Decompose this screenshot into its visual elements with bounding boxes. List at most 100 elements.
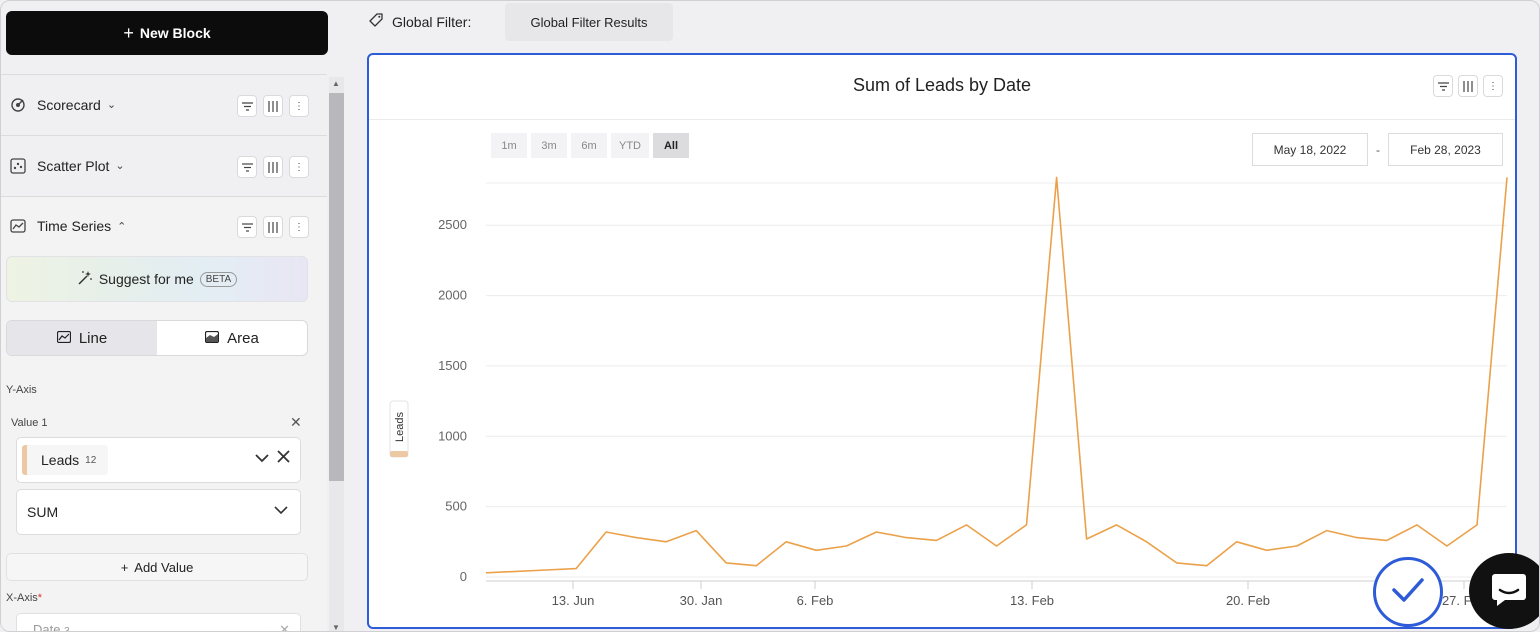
range-ytd-button[interactable]: YTD <box>611 133 649 158</box>
chevron-down-icon <box>274 502 288 518</box>
line-chart: 0 500 1000 1500 2000 2500 13. Jun 30. Jan 6. Feb… <box>389 176 1508 608</box>
sidebar: + New Block ▲ ▼ Scorecard ⌄ ⋮ <box>1 1 346 632</box>
range-all-button[interactable]: All <box>653 133 689 158</box>
chevron-down-icon: ⌄ <box>115 160 125 172</box>
suggest-label: Suggest for me <box>98 271 194 287</box>
y-axis-label: Leads <box>394 412 406 442</box>
x-axis-label: X-Axis* <box>6 592 42 604</box>
range-6m-button[interactable]: 6m <box>571 133 607 158</box>
check-icon <box>1391 576 1425 609</box>
field-chip-label: Leads <box>41 452 80 468</box>
scroll-up-arrow-icon[interactable]: ▲ <box>332 79 340 88</box>
section-label: Time Series <box>37 218 112 234</box>
chevron-down-icon[interactable] <box>255 450 269 468</box>
magic-wand-icon <box>77 270 93 289</box>
more-options-icon[interactable]: ⋮ <box>1483 75 1503 97</box>
x-tick-label: 13. Jun <box>552 593 595 608</box>
columns-icon[interactable] <box>263 216 283 238</box>
filter-icon[interactable] <box>237 95 257 117</box>
chart-type-toggle: Line Area <box>6 320 308 356</box>
time-series-icon <box>9 217 27 235</box>
x-field-label: Date <box>33 622 61 632</box>
section-scatter-plot[interactable]: Scatter Plot ⌄ ⋮ <box>1 135 327 195</box>
field-chip-count: 12 <box>85 454 97 466</box>
clear-icon[interactable] <box>277 450 290 468</box>
chart-card[interactable]: Sum of Leads by Date ⋮ 1m 3m 6m YTD All … <box>367 53 1517 629</box>
filter-icon[interactable] <box>237 156 257 178</box>
columns-icon[interactable] <box>263 156 283 178</box>
x-tick-label: 13. Feb <box>1010 593 1054 608</box>
y-axis-label-swatch <box>390 451 408 457</box>
x-field-count: 3 <box>64 626 70 632</box>
divider <box>369 119 1515 120</box>
chart-title: Sum of Leads by Date <box>852 75 1032 95</box>
x-field-controls[interactable]: ⌄ ✕ <box>264 622 290 632</box>
new-block-label: New Block <box>139 25 211 41</box>
more-options-icon[interactable]: ⋮ <box>289 156 309 178</box>
plus-icon: + <box>123 22 134 43</box>
area-option[interactable]: Area <box>157 321 307 355</box>
remove-value-icon[interactable]: ✕ <box>290 414 302 430</box>
columns-icon[interactable] <box>263 95 283 117</box>
y-tick-label: 1000 <box>438 428 467 443</box>
x-axis-label-text: X-Axis <box>6 592 38 604</box>
series-line <box>485 176 1508 574</box>
y-tick-label: 2000 <box>438 288 467 303</box>
y-tick-label: 500 <box>445 499 467 514</box>
add-value-label: Add Value <box>134 559 194 575</box>
top-bar: Global Filter: Global Filter Results <box>346 1 1539 51</box>
date-to-input[interactable]: Feb 28, 2023 <box>1388 133 1503 166</box>
section-label: Scatter Plot <box>37 157 110 174</box>
section-scorecard[interactable]: Scorecard ⌄ ⋮ <box>1 74 327 134</box>
line-option[interactable]: Line <box>7 321 157 355</box>
check-button[interactable] <box>1373 557 1443 627</box>
range-1m-button[interactable]: 1m <box>491 133 527 158</box>
global-filter-results-tab[interactable]: Global Filter Results <box>505 3 673 41</box>
y-tick-label: 1500 <box>438 358 467 373</box>
x-tick-label: 30. Jan <box>680 593 723 608</box>
area-chart-icon <box>205 330 220 347</box>
y-tick-label: 0 <box>460 569 467 584</box>
value-1-label: Value 1 <box>11 417 48 429</box>
section-time-series[interactable]: Time Series ⌃ ⋮ <box>1 196 327 256</box>
area-option-label: Area <box>227 329 259 347</box>
chevron-down-icon: ⌄ <box>106 99 117 111</box>
suggest-for-me-button[interactable]: Suggest for me BETA <box>6 256 308 302</box>
more-options-icon[interactable]: ⋮ <box>289 95 309 117</box>
global-filter: Global Filter: <box>368 12 471 31</box>
sidebar-scrollbar-thumb[interactable] <box>329 93 344 481</box>
chat-icon <box>1489 570 1529 613</box>
tag-icon <box>368 12 384 31</box>
aggregation-select[interactable]: SUM <box>16 489 301 535</box>
new-block-button[interactable]: + New Block <box>6 11 328 55</box>
x-field-selector[interactable]: Date 3 ⌄ ✕ <box>16 613 301 632</box>
line-option-label: Line <box>78 329 108 347</box>
global-filter-label: Global Filter: <box>392 13 472 30</box>
y-field-selector[interactable]: Leads 12 <box>16 437 301 483</box>
filter-icon[interactable] <box>1433 75 1453 97</box>
chat-widget-button[interactable] <box>1469 553 1539 629</box>
chevron-up-icon: ⌃ <box>117 220 127 233</box>
add-value-button[interactable]: + Add Value <box>6 553 308 581</box>
date-from-input[interactable]: May 18, 2022 <box>1252 133 1368 166</box>
scorecard-icon <box>9 96 27 114</box>
scatter-plot-icon <box>9 157 27 175</box>
required-marker: * <box>37 592 43 604</box>
x-tick-label: 20. Feb <box>1226 593 1270 608</box>
section-label: Scorecard <box>37 96 101 113</box>
line-chart-icon <box>56 330 71 347</box>
more-options-icon[interactable]: ⋮ <box>289 216 309 238</box>
scroll-down-arrow-icon[interactable]: ▼ <box>332 623 340 632</box>
filter-icon[interactable] <box>237 216 257 238</box>
range-3m-button[interactable]: 3m <box>531 133 567 158</box>
date-separator: - <box>1376 142 1380 157</box>
columns-icon[interactable] <box>1458 75 1478 97</box>
y-tick-label: 2500 <box>438 217 467 232</box>
y-axis-label: Y-Axis <box>6 384 37 396</box>
plus-icon: + <box>120 559 129 575</box>
field-chip: Leads 12 <box>22 445 109 475</box>
beta-badge: BETA <box>199 271 238 287</box>
range-selector: 1m 3m 6m YTD All <box>491 133 689 158</box>
date-range: May 18, 2022 - Feb 28, 2023 <box>1252 133 1503 166</box>
